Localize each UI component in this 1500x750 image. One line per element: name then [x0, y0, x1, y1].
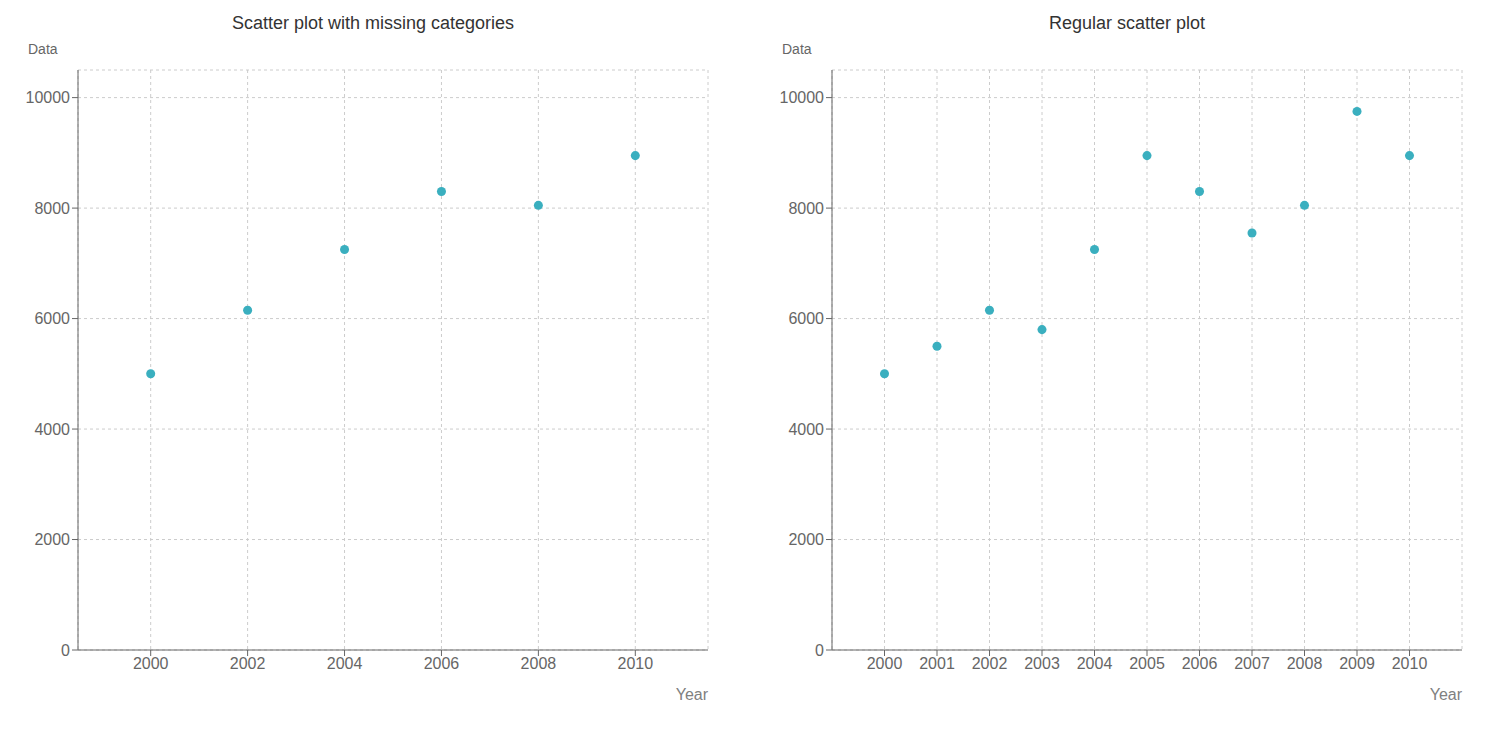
svg-text:2000: 2000: [34, 531, 70, 548]
svg-text:2002: 2002: [972, 655, 1008, 672]
svg-text:2004: 2004: [1077, 655, 1113, 672]
svg-text:0: 0: [61, 642, 70, 659]
svg-text:2008: 2008: [1287, 655, 1323, 672]
svg-text:2005: 2005: [1129, 655, 1165, 672]
svg-text:2003: 2003: [1024, 655, 1060, 672]
svg-text:6000: 6000: [34, 310, 70, 327]
svg-text:2007: 2007: [1234, 655, 1270, 672]
svg-text:8000: 8000: [788, 200, 824, 217]
svg-text:10000: 10000: [780, 89, 825, 106]
svg-text:8000: 8000: [34, 200, 70, 217]
svg-text:2009: 2009: [1339, 655, 1375, 672]
svg-text:2000: 2000: [788, 531, 824, 548]
svg-text:2008: 2008: [521, 655, 557, 672]
svg-text:2001: 2001: [919, 655, 955, 672]
svg-text:4000: 4000: [34, 421, 70, 438]
svg-text:2004: 2004: [327, 655, 363, 672]
svg-text:2010: 2010: [1392, 655, 1428, 672]
svg-text:4000: 4000: [788, 421, 824, 438]
html-text:Scatter plot with missing cate: Scatter plot with missing categories: [231, 13, 515, 33]
svg-text:2006: 2006: [1182, 655, 1218, 672]
html-text:Data: Data: [28, 41, 58, 57]
svg-text:2010: 2010: [618, 655, 654, 672]
html-text:Data: Data: [782, 41, 812, 57]
svg-text:6000: 6000: [788, 310, 824, 327]
svg-text:10000: 10000: [26, 89, 71, 106]
html-text:Regular scatter plot: Regular scatter plot: [1049, 13, 1205, 33]
svg-text:2000: 2000: [133, 655, 169, 672]
svg-text:2000: 2000: [867, 655, 903, 672]
svg-text:2006: 2006: [424, 655, 460, 672]
svg-text:0: 0: [815, 642, 824, 659]
svg-text:2002: 2002: [230, 655, 266, 672]
svg-text:Year: Year: [676, 686, 709, 703]
svg-text:Year: Year: [1430, 686, 1463, 703]
